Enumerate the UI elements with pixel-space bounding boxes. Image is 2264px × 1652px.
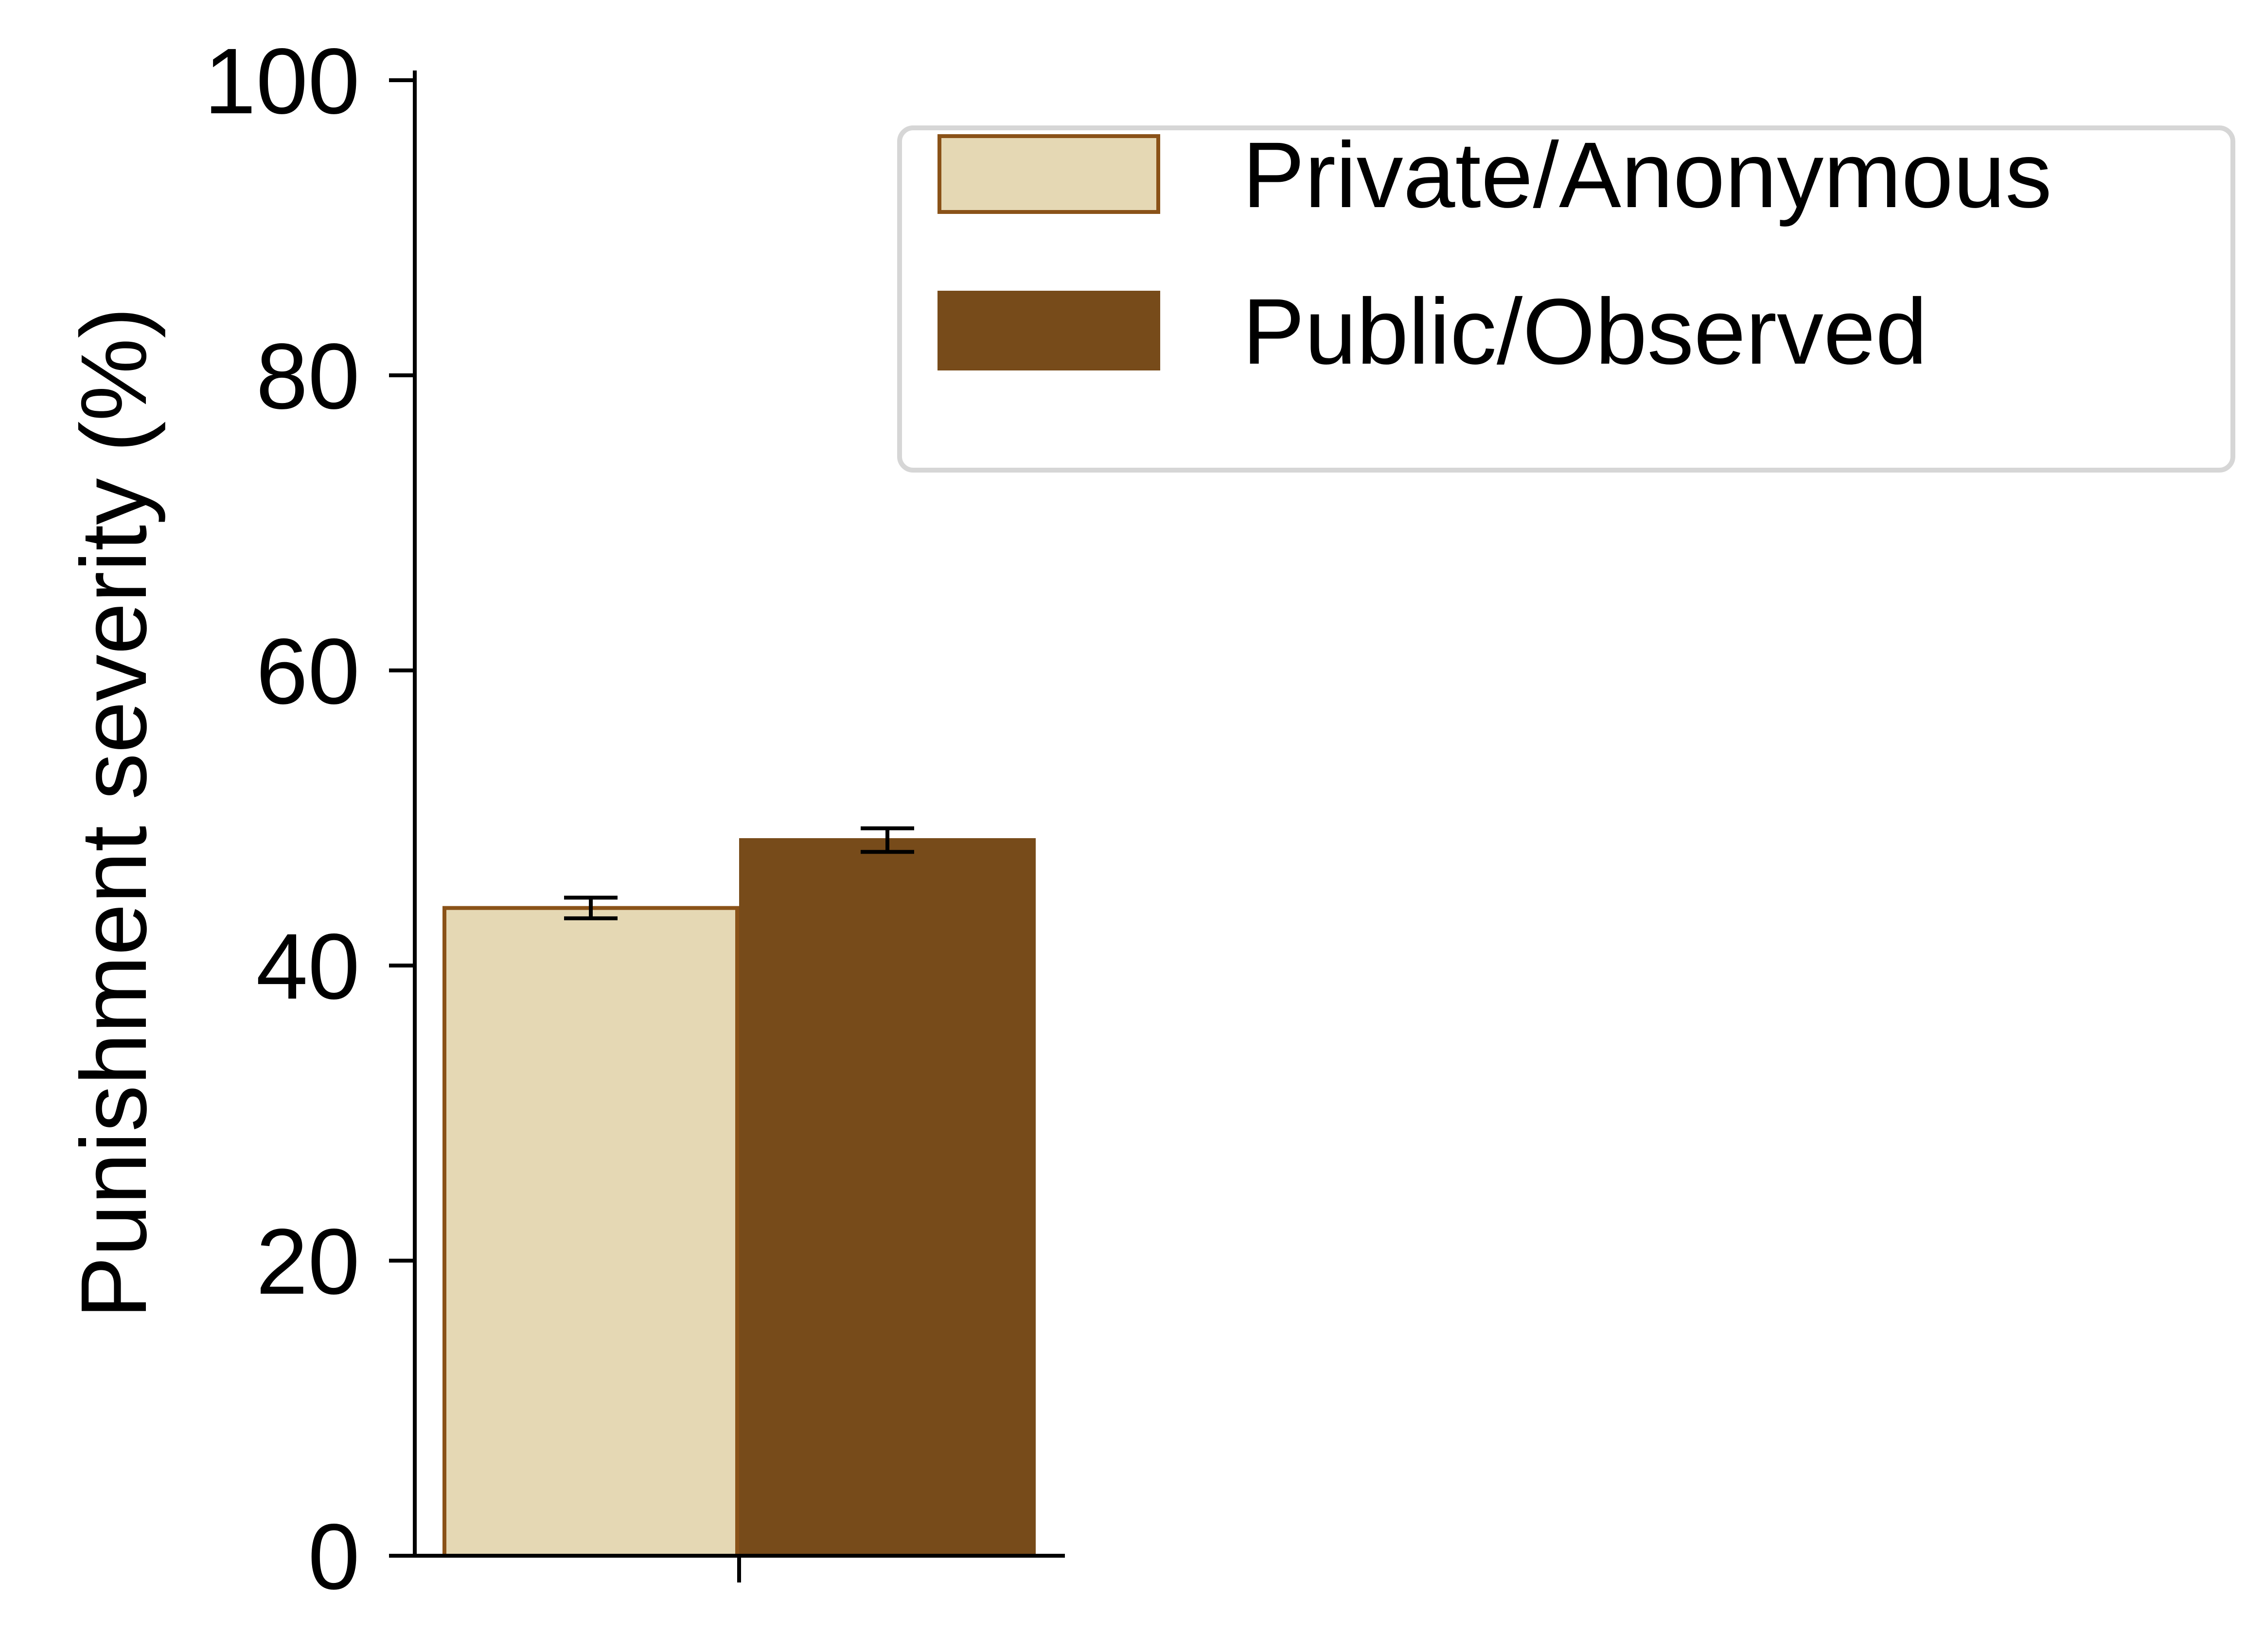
legend-items: Private/Anonymous Public/Observed	[937, 123, 2052, 384]
legend-frame	[897, 125, 2235, 473]
y-tick-label: 40	[256, 914, 360, 1019]
y-tick-label: 60	[256, 619, 360, 723]
y-ticks-layer: 0 20 40 60 80 100	[204, 29, 415, 1609]
axes-layer	[413, 70, 1065, 1582]
bar-private-anonymous	[442, 906, 739, 1558]
y-axis-label: Punishment severity (%)	[61, 307, 166, 1319]
legend: Private/Anonymous Public/Observed	[897, 123, 2235, 473]
legend-label: Private/Anonymous	[1242, 123, 2052, 227]
y-tick-label: 100	[204, 29, 360, 133]
legend-swatch	[937, 291, 1160, 370]
bar-public-observed	[739, 838, 1036, 1558]
y-tick-label: 20	[256, 1209, 360, 1314]
error-bars-layer	[564, 826, 914, 920]
y-tick-label: 80	[256, 324, 360, 428]
bars-layer	[442, 838, 1036, 1558]
legend-swatch	[937, 134, 1160, 214]
y-tick-label: 0	[308, 1504, 360, 1609]
legend-label: Public/Observed	[1242, 279, 1928, 384]
